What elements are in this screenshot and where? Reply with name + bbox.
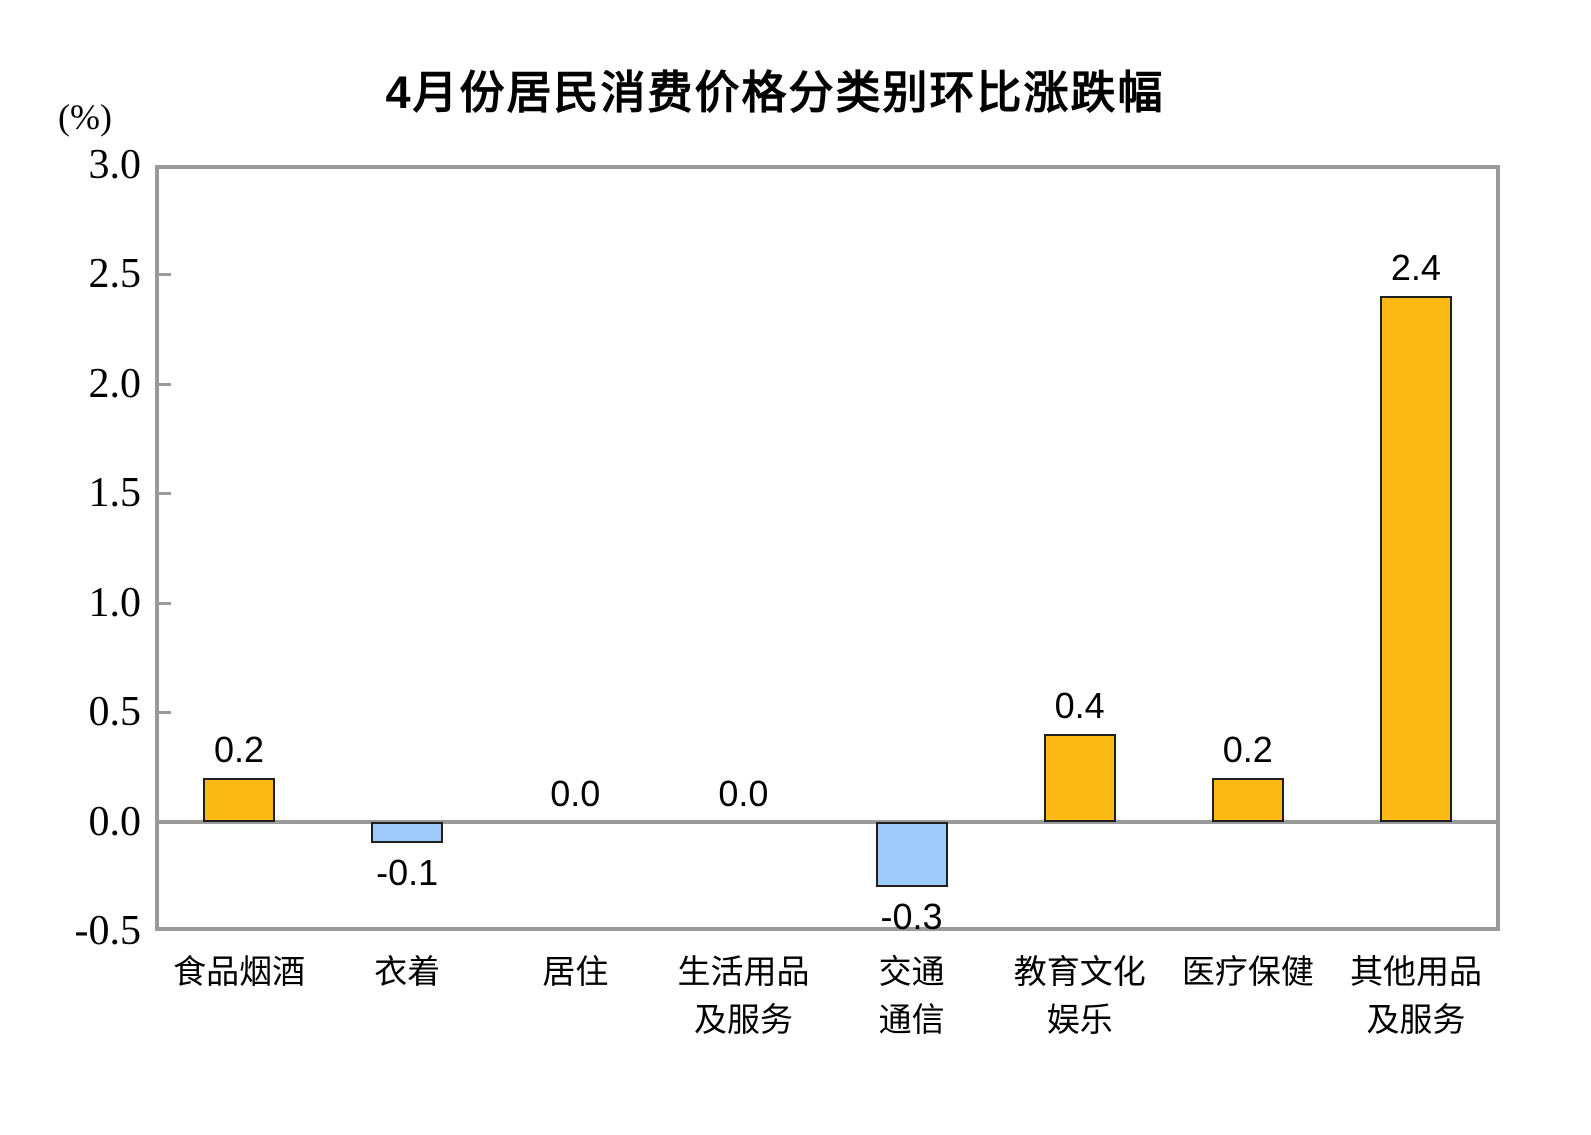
y-axis-tick-label: 2.0 bbox=[88, 360, 142, 407]
x-axis-category-label-line: 及服务 bbox=[693, 1001, 793, 1038]
x-axis-category-label-line: 生活用品 bbox=[677, 953, 810, 990]
bar-教育文化娱乐 bbox=[1043, 734, 1116, 822]
x-axis-category-label-line: 居住 bbox=[542, 953, 609, 990]
x-axis-category-label: 食品烟酒 bbox=[109, 948, 369, 996]
x-axis-category-label-line: 通信 bbox=[878, 1001, 945, 1038]
y-axis-tick-mark bbox=[155, 382, 171, 386]
x-axis-category-label-line: 教育文化 bbox=[1013, 953, 1146, 990]
y-axis-tick-label: 1.0 bbox=[88, 579, 142, 626]
bar-value-label: 2.4 bbox=[1390, 247, 1441, 289]
bar-value-label: 0.2 bbox=[1222, 728, 1273, 770]
bar-value-label: 0.0 bbox=[718, 772, 769, 814]
y-axis-tick-label: 0.0 bbox=[88, 798, 142, 845]
y-axis-tick-label: 3.0 bbox=[88, 142, 142, 188]
x-axis-category-label-line: 娱乐 bbox=[1046, 1001, 1113, 1038]
bar-value-label: -0.1 bbox=[376, 852, 439, 894]
x-axis-category-label-line: 其他用品 bbox=[1349, 953, 1482, 990]
chart-title: 4月份居民消费价格分类别环比涨跌幅 bbox=[385, 67, 1165, 118]
x-axis-category-label: 居住 bbox=[445, 948, 705, 996]
bar-value-label: -0.3 bbox=[880, 896, 943, 938]
x-axis-category-label: 衣着 bbox=[277, 948, 537, 996]
y-axis-tick-label: 2.5 bbox=[88, 251, 142, 298]
x-axis-category-label: 其他用品 及服务 bbox=[1286, 948, 1546, 1044]
x-axis-category-label-line: 交通 bbox=[878, 953, 945, 990]
x-axis-category-label: 教育文化 娱乐 bbox=[950, 948, 1210, 1044]
zero-baseline bbox=[155, 819, 1500, 824]
y-axis-tick-mark bbox=[155, 601, 171, 605]
bar-医疗保健 bbox=[1211, 777, 1284, 822]
y-axis-tick-mark bbox=[155, 492, 171, 496]
bar-value-label: 0.4 bbox=[1054, 685, 1105, 727]
x-axis-category-label: 医疗保健 bbox=[1118, 948, 1378, 996]
y-axis-tick-mark bbox=[155, 273, 171, 277]
y-axis-tick-mark bbox=[155, 711, 171, 715]
x-axis-category-label-line: 食品烟酒 bbox=[173, 953, 306, 990]
x-axis-category-label-line: 衣着 bbox=[374, 953, 441, 990]
plot-area bbox=[155, 165, 1500, 931]
bar-value-label: 0.0 bbox=[550, 772, 601, 814]
bar-交通通信 bbox=[875, 821, 948, 888]
bar-食品烟酒 bbox=[203, 777, 276, 822]
y-axis-tick-label: -0.5 bbox=[74, 908, 142, 954]
bar-衣着 bbox=[371, 821, 444, 844]
y-axis-tick-label: 0.5 bbox=[88, 689, 142, 736]
bar-其他用品及服务 bbox=[1379, 296, 1452, 822]
y-axis-unit-label: (%) bbox=[58, 97, 112, 137]
x-axis-category-label: 生活用品 及服务 bbox=[613, 948, 873, 1044]
x-axis-category-label: 交通 通信 bbox=[782, 948, 1042, 1044]
bar-value-label: 0.2 bbox=[214, 728, 265, 770]
y-axis-tick-label: 1.5 bbox=[88, 470, 142, 517]
x-axis-category-label-line: 及服务 bbox=[1366, 1001, 1466, 1038]
x-axis-category-label-line: 医疗保健 bbox=[1181, 953, 1314, 990]
